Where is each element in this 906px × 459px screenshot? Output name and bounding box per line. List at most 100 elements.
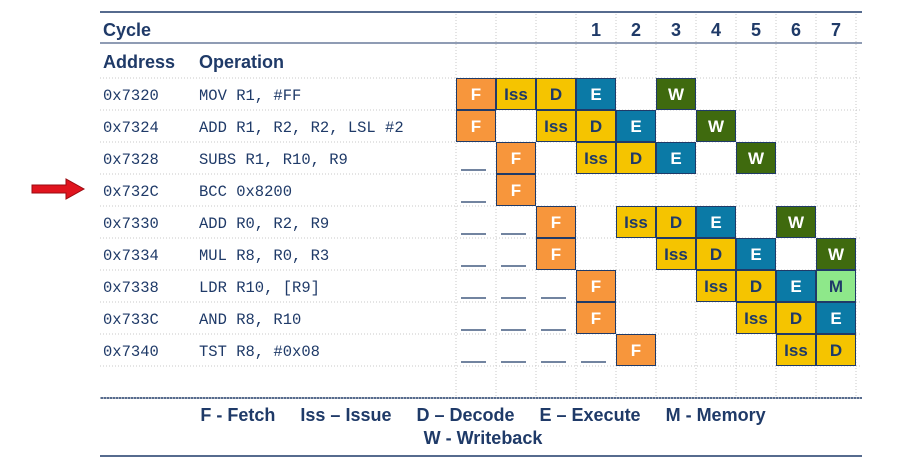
- stage-label: D: [590, 117, 602, 136]
- stage-cell-w: [696, 110, 736, 142]
- stage-label: D: [790, 309, 802, 328]
- instruction-address: 0x7330: [103, 215, 159, 233]
- stage-label: Iss: [544, 117, 568, 136]
- stage-cell-w: [816, 238, 856, 270]
- stage-cell-w: [736, 142, 776, 174]
- stage-label: Iss: [744, 309, 768, 328]
- stage-cell-f: [456, 110, 496, 142]
- instruction-operation: TST R8, #0x08: [199, 343, 320, 361]
- stage-cell-iss: [536, 110, 576, 142]
- wait-marks: [461, 169, 606, 363]
- stage-label: D: [830, 341, 842, 360]
- stage-label: F: [471, 117, 481, 136]
- cycle-number: 2: [631, 20, 641, 40]
- stage-cell-d: [736, 270, 776, 302]
- instruction-address: 0x7320: [103, 87, 159, 105]
- stage-label: F: [551, 245, 561, 264]
- pipeline-cells: F Iss D E WF Iss D E WF Iss D E WFF Iss D E WF Iss D E WF Iss…: [456, 78, 856, 366]
- stage-cell-iss: [496, 78, 536, 110]
- stage-label: W: [748, 149, 765, 168]
- stage-label: W: [708, 117, 725, 136]
- stage-label: F: [511, 181, 521, 200]
- stage-cell-d: [696, 238, 736, 270]
- stage-label: D: [550, 85, 562, 104]
- stage-cell-iss: [776, 334, 816, 366]
- instruction-operation: BCC 0x8200: [199, 183, 292, 201]
- stage-label: W: [828, 245, 845, 264]
- stage-cell-iss: [736, 302, 776, 334]
- instruction-operation: SUBS R1, R10, R9: [199, 151, 348, 169]
- stage-cell-e: [736, 238, 776, 270]
- stage-label: F: [631, 341, 641, 360]
- instruction-operation: AND R8, R10: [199, 311, 301, 329]
- stage-label: E: [790, 277, 801, 296]
- stage-label: F: [551, 213, 561, 232]
- stage-cell-d: [616, 142, 656, 174]
- stage-label: F: [511, 149, 521, 168]
- cycle-number: 1: [591, 20, 601, 40]
- stage-label: D: [630, 149, 642, 168]
- stage-label: F: [591, 309, 601, 328]
- cycle-numbers: 1 2 3 4 5 6 7: [591, 20, 841, 40]
- stage-cell-e: [816, 302, 856, 334]
- instruction-address: 0x7324: [103, 119, 159, 137]
- stage-label: E: [590, 85, 601, 104]
- stage-cell-iss: [616, 206, 656, 238]
- stage-cell-e: [616, 110, 656, 142]
- stage-cell-e: [776, 270, 816, 302]
- cycle-number: 6: [791, 20, 801, 40]
- legend-line-1: F - Fetch Iss – Issue D – Decode E – Exe…: [200, 405, 765, 425]
- stage-cell-f: [536, 238, 576, 270]
- stage-cell-iss: [696, 270, 736, 302]
- stage-cell-f: [496, 174, 536, 206]
- instruction-address: 0x733C: [103, 311, 159, 329]
- stage-label: D: [710, 245, 722, 264]
- stage-cell-d: [536, 78, 576, 110]
- address-header: Address: [103, 52, 175, 72]
- stage-cell-f: [616, 334, 656, 366]
- stage-label: W: [668, 85, 685, 104]
- instruction-operation: ADD R1, R2, R2, LSL #2: [199, 119, 404, 137]
- cycle-header: Cycle: [103, 20, 151, 40]
- stage-cell-e: [696, 206, 736, 238]
- stage-label: E: [630, 117, 641, 136]
- instruction-address: 0x7328: [103, 151, 159, 169]
- stage-cell-d: [656, 206, 696, 238]
- stage-cell-f: [576, 302, 616, 334]
- current-instruction-arrow-icon: [31, 178, 86, 200]
- stage-cell-w: [656, 78, 696, 110]
- cycle-number: 3: [671, 20, 681, 40]
- stage-cell-m: [816, 270, 856, 302]
- stage-label: E: [830, 309, 841, 328]
- stage-label: W: [788, 213, 805, 232]
- stage-label: Iss: [624, 213, 648, 232]
- instruction-address: 0x7338: [103, 279, 159, 297]
- instruction-operation: LDR R10, [R9]: [199, 279, 320, 297]
- stage-cell-f: [456, 78, 496, 110]
- stage-label: E: [750, 245, 761, 264]
- instruction-operation: MOV R1, #FF: [199, 87, 301, 105]
- stage-cell-w: [776, 206, 816, 238]
- stage-cell-d: [776, 302, 816, 334]
- stage-cell-iss: [656, 238, 696, 270]
- instruction-address: 0x7340: [103, 343, 159, 361]
- instruction-operation: MUL R8, R0, R3: [199, 247, 329, 265]
- stage-cell-iss: [576, 142, 616, 174]
- stage-label: Iss: [704, 277, 728, 296]
- stage-cell-f: [496, 142, 536, 174]
- stage-label: Iss: [504, 85, 528, 104]
- stage-label: F: [471, 85, 481, 104]
- stage-cell-f: [536, 206, 576, 238]
- legend-line-2: W - Writeback: [424, 428, 544, 448]
- stage-label: D: [750, 277, 762, 296]
- cycle-number: 7: [831, 20, 841, 40]
- stage-cell-e: [576, 78, 616, 110]
- cycle-number: 5: [751, 20, 761, 40]
- stage-label: Iss: [784, 341, 808, 360]
- instruction-rows: 0x7320 MOV R1, #FF 0x7324 ADD R1, R2, R2, L…: [103, 87, 404, 361]
- operation-header: Operation: [199, 52, 284, 72]
- stage-label: F: [591, 277, 601, 296]
- stage-cell-d: [816, 334, 856, 366]
- instruction-operation: ADD R0, R2, R9: [199, 215, 329, 233]
